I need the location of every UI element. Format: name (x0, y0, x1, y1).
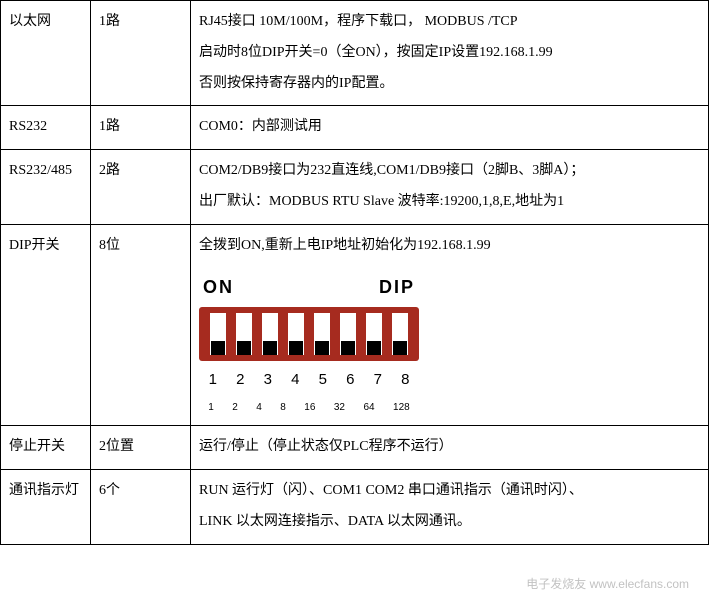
dip-slot (340, 313, 356, 355)
spec-table: 以太网1路RJ45接口 10M/100M，程序下载口， MODBUS /TCP启… (0, 0, 709, 545)
dip-slider (393, 341, 407, 355)
desc-line: COM0：内部测试用 (199, 112, 700, 143)
dip-slot (392, 313, 408, 355)
dip-number: 3 (264, 363, 272, 396)
dip-number: 6 (346, 363, 354, 396)
table-row: 停止开关2位置运行/停止（停止状态仅PLC程序不运行） (1, 426, 709, 470)
dip-value: 16 (304, 397, 315, 419)
dip-slot (236, 313, 252, 355)
dip-value: 32 (334, 397, 345, 419)
table-row: 以太网1路RJ45接口 10M/100M，程序下载口， MODBUS /TCP启… (1, 1, 709, 106)
dip-label-on: ON (203, 268, 234, 308)
dip-labels: ON DIP (199, 268, 419, 308)
dip-label-dip: DIP (379, 268, 415, 308)
cell-desc: COM2/DB9接口为232直连线,COM1/DB9接口（2脚B、3脚A）；出厂… (191, 150, 709, 225)
dip-number: 5 (319, 363, 327, 396)
cell-name: 以太网 (1, 1, 91, 106)
dip-value: 128 (393, 397, 410, 419)
desc-line: COM2/DB9接口为232直连线,COM1/DB9接口（2脚B、3脚A）； (199, 156, 700, 187)
dip-body (199, 307, 419, 361)
desc-line: 全拨到ON,重新上电IP地址初始化为192.168.1.99 (199, 231, 700, 262)
dip-slot (366, 313, 382, 355)
desc-line: RJ45接口 10M/100M，程序下载口， MODBUS /TCP (199, 7, 700, 38)
dip-slot (314, 313, 330, 355)
dip-slider (237, 341, 251, 355)
desc-line: 运行/停止（停止状态仅PLC程序不运行） (199, 432, 700, 463)
dip-slot (288, 313, 304, 355)
dip-slider (289, 341, 303, 355)
table-row: RS2321路 COM0：内部测试用 (1, 106, 709, 150)
dip-number: 2 (236, 363, 244, 396)
dip-number: 8 (401, 363, 409, 396)
watermark-url: www.elecfans.com (590, 577, 689, 591)
table-row: RS232/4852路COM2/DB9接口为232直连线,COM1/DB9接口（… (1, 150, 709, 225)
cell-spec: 2位置 (91, 426, 191, 470)
table-row: DIP开关8位全拨到ON,重新上电IP地址初始化为192.168.1.99 ON D… (1, 224, 709, 425)
cell-spec: 6个 (91, 469, 191, 544)
desc-line: 启动时8位DIP开关=0（全ON），按固定IP设置192.168.1.99 (199, 38, 700, 69)
dip-slider (315, 341, 329, 355)
desc-line: LINK 以太网连接指示、DATA 以太网通讯。 (199, 507, 700, 538)
dip-value: 1 (208, 397, 214, 419)
dip-value: 2 (232, 397, 238, 419)
cell-desc: 全拨到ON,重新上电IP地址初始化为192.168.1.99ONDIP12345… (191, 224, 709, 425)
dip-number: 7 (374, 363, 382, 396)
dip-numbers: 12345678 (199, 363, 419, 396)
cell-desc: 运行/停止（停止状态仅PLC程序不运行） (191, 426, 709, 470)
table-row: 通讯指示灯6个RUN 运行灯（闪）、COM1 COM2 串口通讯指示（通讯时闪）… (1, 469, 709, 544)
cell-desc: RJ45接口 10M/100M，程序下载口， MODBUS /TCP启动时8位D… (191, 1, 709, 106)
cell-name: RS232/485 (1, 150, 91, 225)
cell-spec: 1路 (91, 1, 191, 106)
desc-line: RUN 运行灯（闪）、COM1 COM2 串口通讯指示（通讯时闪）、 (199, 476, 700, 507)
watermark: 电子发烧友 www.elecfans.com (526, 575, 689, 592)
desc-line: 出厂默认：MODBUS RTU Slave 波特率:19200,1,8,E,地址… (199, 187, 700, 218)
dip-value: 4 (256, 397, 262, 419)
cell-name: 停止开关 (1, 426, 91, 470)
dip-number: 4 (291, 363, 299, 396)
cell-spec: 1路 (91, 106, 191, 150)
dip-slot (262, 313, 278, 355)
watermark-brand: 电子发烧友 (526, 577, 586, 591)
dip-value: 8 (280, 397, 286, 419)
cell-name: DIP开关 (1, 224, 91, 425)
cell-name: 通讯指示灯 (1, 469, 91, 544)
dip-number: 1 (209, 363, 217, 396)
dip-slot (210, 313, 226, 355)
dip-slider (263, 341, 277, 355)
dip-value: 64 (363, 397, 374, 419)
cell-spec: 8位 (91, 224, 191, 425)
dip-slider (341, 341, 355, 355)
desc-line: 否则按保持寄存器内的IP配置。 (199, 69, 700, 100)
cell-spec: 2路 (91, 150, 191, 225)
dip-slider (367, 341, 381, 355)
dip-slider (211, 341, 225, 355)
dip-values: 1248 16 32 64 128 (199, 397, 419, 419)
cell-desc: COM0：内部测试用 (191, 106, 709, 150)
cell-name: RS232 (1, 106, 91, 150)
cell-desc: RUN 运行灯（闪）、COM1 COM2 串口通讯指示（通讯时闪）、LINK 以… (191, 469, 709, 544)
dip-switch: ONDIP123456781248163264128 (199, 268, 700, 420)
